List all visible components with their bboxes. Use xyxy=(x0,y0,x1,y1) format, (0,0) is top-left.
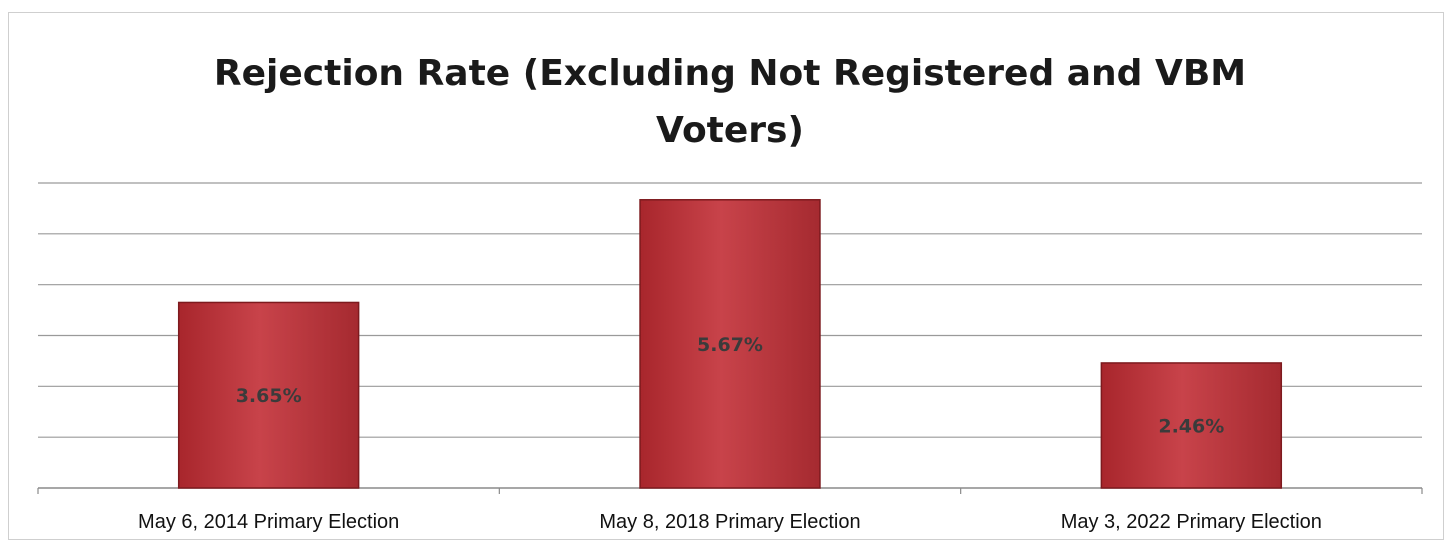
bars xyxy=(177,199,1283,489)
x-tick-label-1: May 6, 2014 Primary Election xyxy=(138,511,399,533)
data-label-2: 5.67% xyxy=(697,334,763,356)
bar-3 xyxy=(1100,362,1283,489)
data-label-3: 2.46% xyxy=(1158,415,1224,437)
x-tick-label-2: May 8, 2018 Primary Election xyxy=(599,511,860,533)
chart-title-line-1: Rejection Rate (Excluding Not Registered… xyxy=(213,53,1247,94)
data-labels: 3.65% 5.67% 2.46% xyxy=(236,334,1225,438)
bar-1 xyxy=(177,301,360,489)
x-tick-labels: May 6, 2014 Primary Election May 8, 2018 … xyxy=(138,511,1322,533)
chart-title-line-2: Voters) xyxy=(656,110,804,151)
bar-2 xyxy=(639,199,821,489)
x-axis xyxy=(37,487,1423,494)
x-tick-label-3: May 3, 2022 Primary Election xyxy=(1061,511,1322,533)
data-label-1: 3.65% xyxy=(236,385,302,407)
